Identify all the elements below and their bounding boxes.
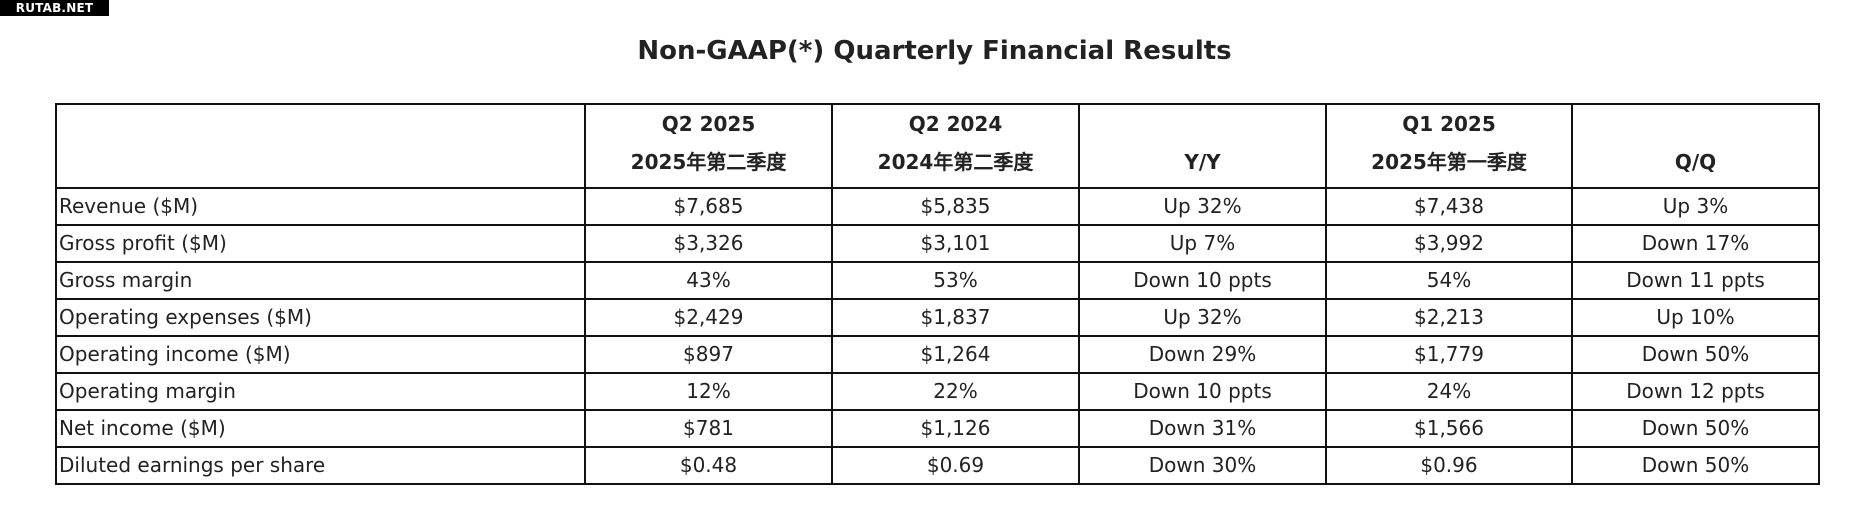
table-cell: $1,264 bbox=[831, 335, 1080, 374]
table-row: Gross profit ($M) $3,326 $3,101 Up 7% $3… bbox=[55, 224, 1820, 263]
table-cell: 12% bbox=[584, 372, 833, 411]
header-line1: Q2 2024 bbox=[908, 112, 1003, 136]
table-cell: $0.48 bbox=[584, 446, 833, 485]
row-label: Net income ($M) bbox=[55, 409, 586, 448]
table-cell: Down 10 ppts bbox=[1078, 372, 1327, 411]
table-cell: Down 50% bbox=[1571, 409, 1820, 448]
header-line2: 2024年第二季度 bbox=[877, 150, 1034, 174]
table-cell: 54% bbox=[1325, 261, 1573, 300]
table-cell: $5,835 bbox=[831, 187, 1080, 226]
table-cell: Down 31% bbox=[1078, 409, 1327, 448]
table-cell: Down 29% bbox=[1078, 335, 1327, 374]
table-cell: Down 50% bbox=[1571, 446, 1820, 485]
table-cell: $7,685 bbox=[584, 187, 833, 226]
table-cell: Up 3% bbox=[1571, 187, 1820, 226]
table-cell: $0.96 bbox=[1325, 446, 1573, 485]
row-label: Operating income ($M) bbox=[55, 335, 586, 374]
table-cell: $1,566 bbox=[1325, 409, 1573, 448]
table-cell: $1,779 bbox=[1325, 335, 1573, 374]
table-cell: Down 12 ppts bbox=[1571, 372, 1820, 411]
financial-results-table: Q2 2025 2025年第二季度 Q2 2024 2024年第二季度 Y/Y … bbox=[55, 103, 1820, 485]
row-label: Gross profit ($M) bbox=[55, 224, 586, 263]
table-row: Diluted earnings per share $0.48 $0.69 D… bbox=[55, 446, 1820, 485]
table-cell: Down 11 ppts bbox=[1571, 261, 1820, 300]
header-line2: Y/Y bbox=[1184, 150, 1221, 174]
table-cell: 43% bbox=[584, 261, 833, 300]
table-row: Gross margin 43% 53% Down 10 ppts 54% Do… bbox=[55, 261, 1820, 300]
header-cell-q2-2025: Q2 2025 2025年第二季度 bbox=[584, 103, 833, 189]
header-line2: Q/Q bbox=[1674, 150, 1717, 174]
table-cell: Up 32% bbox=[1078, 298, 1327, 337]
header-line1: Q2 2025 bbox=[661, 112, 756, 136]
table-cell: $2,429 bbox=[584, 298, 833, 337]
table-cell: 53% bbox=[831, 261, 1080, 300]
table-row: Operating income ($M) $897 $1,264 Down 2… bbox=[55, 335, 1820, 374]
header-line2: 2025年第一季度 bbox=[1371, 150, 1527, 174]
table-row: Operating margin 12% 22% Down 10 ppts 24… bbox=[55, 372, 1820, 411]
table-cell: $781 bbox=[584, 409, 833, 448]
table-cell: Up 32% bbox=[1078, 187, 1327, 226]
table-cell: Down 50% bbox=[1571, 335, 1820, 374]
table-cell: Down 10 ppts bbox=[1078, 261, 1327, 300]
page-title: Non-GAAP(*) Quarterly Financial Results bbox=[637, 36, 1232, 66]
header-cell-q2-2024: Q2 2024 2024年第二季度 bbox=[831, 103, 1080, 189]
row-label: Operating margin bbox=[55, 372, 586, 411]
table-cell: $1,126 bbox=[831, 409, 1080, 448]
table-cell: 22% bbox=[831, 372, 1080, 411]
header-cell-yy: Y/Y bbox=[1078, 103, 1327, 189]
table-cell: $3,101 bbox=[831, 224, 1080, 263]
table-cell: Up 7% bbox=[1078, 224, 1327, 263]
site-watermark: RUTAB.NET bbox=[0, 0, 109, 16]
header-line1: Q1 2025 bbox=[1402, 112, 1496, 136]
table-cell: $897 bbox=[584, 335, 833, 374]
table-cell: $7,438 bbox=[1325, 187, 1573, 226]
table-cell: Up 10% bbox=[1571, 298, 1820, 337]
table-cell: $3,992 bbox=[1325, 224, 1573, 263]
header-line2: 2025年第二季度 bbox=[630, 150, 787, 174]
header-cell-metric bbox=[55, 103, 586, 189]
table-body: Revenue ($M) $7,685 $5,835 Up 32% $7,438… bbox=[55, 187, 1820, 485]
table-row: Revenue ($M) $7,685 $5,835 Up 32% $7,438… bbox=[55, 187, 1820, 226]
row-label: Diluted earnings per share bbox=[55, 446, 586, 485]
header-cell-q1-2025: Q1 2025 2025年第一季度 bbox=[1325, 103, 1573, 189]
table-row: Net income ($M) $781 $1,126 Down 31% $1,… bbox=[55, 409, 1820, 448]
header-row: Q2 2025 2025年第二季度 Q2 2024 2024年第二季度 Y/Y … bbox=[55, 103, 1820, 189]
table-cell: $3,326 bbox=[584, 224, 833, 263]
header-cell-qq: Q/Q bbox=[1571, 103, 1820, 189]
table-header: Q2 2025 2025年第二季度 Q2 2024 2024年第二季度 Y/Y … bbox=[55, 103, 1820, 189]
table-cell: $1,837 bbox=[831, 298, 1080, 337]
row-label: Gross margin bbox=[55, 261, 586, 300]
row-label: Operating expenses ($M) bbox=[55, 298, 586, 337]
table-cell: Down 17% bbox=[1571, 224, 1820, 263]
table-cell: $0.69 bbox=[831, 446, 1080, 485]
row-label: Revenue ($M) bbox=[55, 187, 586, 226]
table-cell: Down 30% bbox=[1078, 446, 1327, 485]
table-row: Operating expenses ($M) $2,429 $1,837 Up… bbox=[55, 298, 1820, 337]
table-cell: $2,213 bbox=[1325, 298, 1573, 337]
table-cell: 24% bbox=[1325, 372, 1573, 411]
